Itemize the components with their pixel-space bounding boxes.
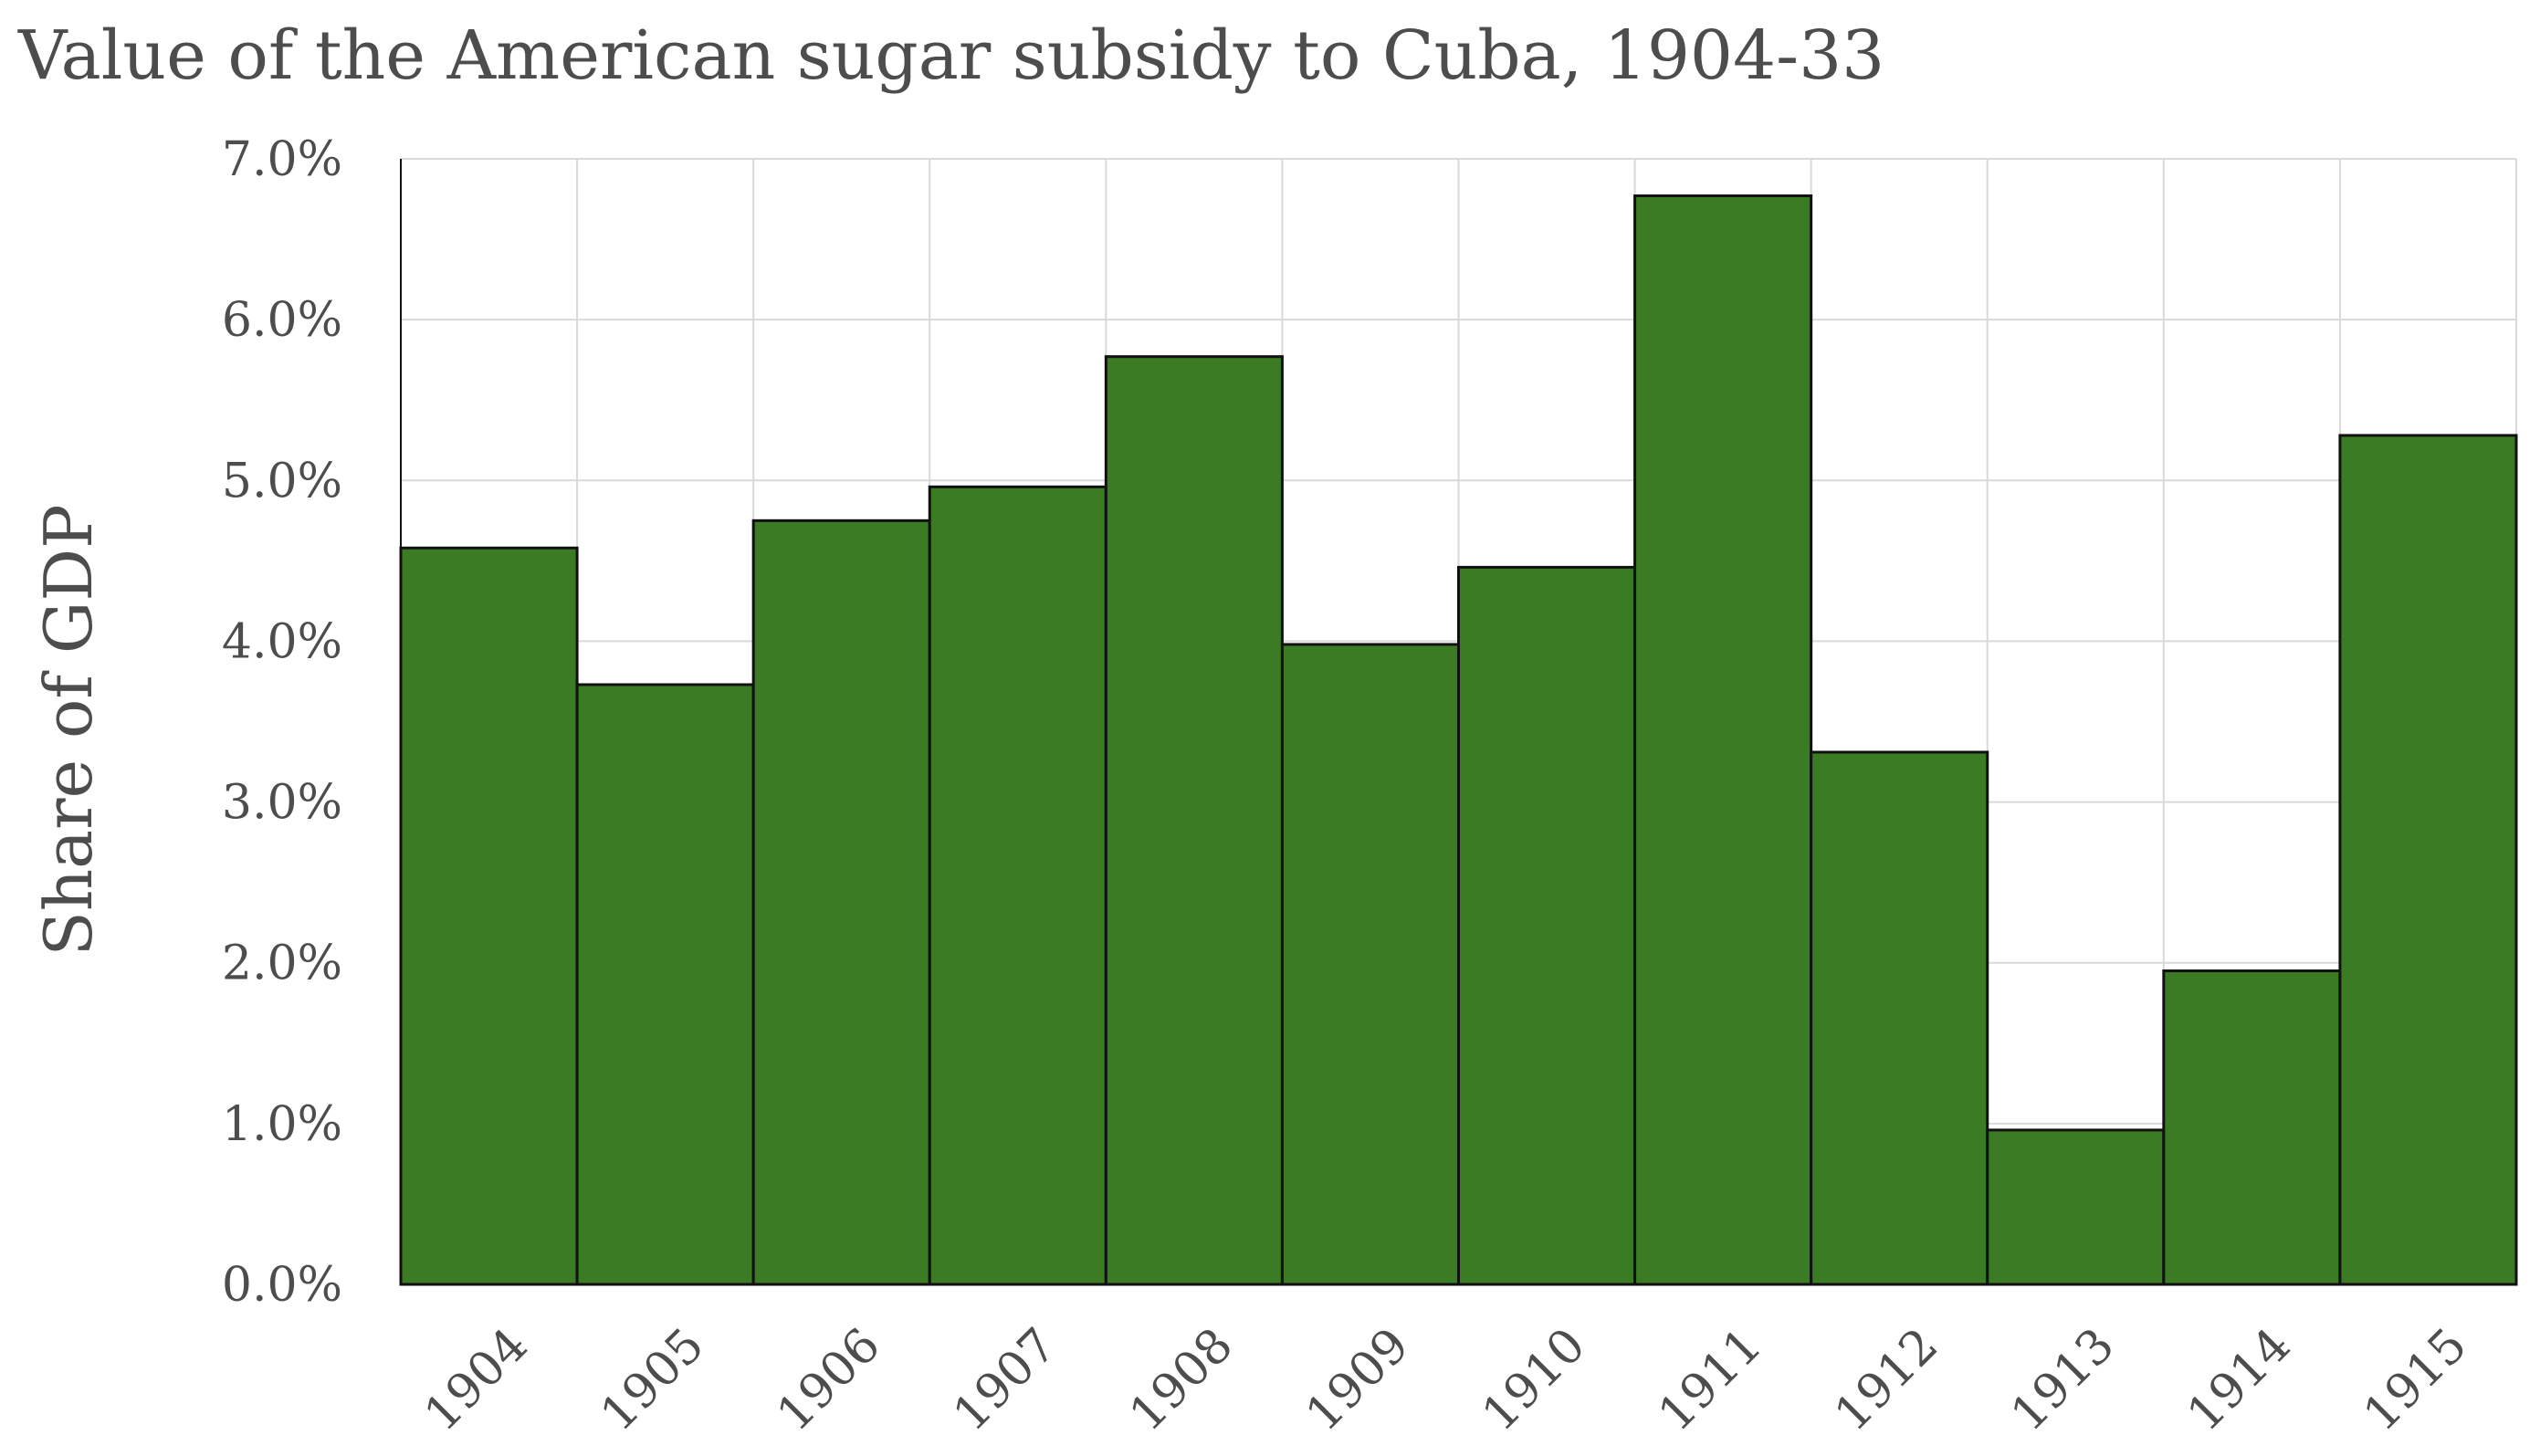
y-tick-label: 1.0%: [222, 1097, 342, 1152]
x-tick-label: 1905: [591, 1318, 715, 1442]
bar-1915: [2338, 434, 2518, 1286]
y-tick-label: 2.0%: [222, 937, 342, 991]
y-tick-label: 6.0%: [222, 293, 342, 348]
bar-1905: [575, 683, 755, 1286]
bar-1909: [1280, 643, 1460, 1286]
y-tick-label: 7.0%: [222, 132, 342, 187]
bar-1904: [399, 546, 579, 1286]
x-tick-label: 1907: [943, 1318, 1067, 1442]
bar-1908: [1104, 355, 1284, 1286]
x-tick-label: 1914: [2178, 1318, 2302, 1442]
x-tick-label: 1912: [1824, 1318, 1948, 1442]
x-tick-label: 1911: [1648, 1318, 1772, 1442]
bar-1910: [1457, 565, 1637, 1286]
bar-1911: [1633, 194, 1813, 1286]
x-tick-label: 1915: [2354, 1318, 2478, 1442]
y-axis-label: Share of GDP: [30, 504, 107, 956]
x-tick-label: 1913: [2000, 1318, 2125, 1442]
chart-title: Value of the American sugar subsidy to C…: [17, 16, 1884, 95]
x-tick-label: 1910: [1472, 1318, 1596, 1442]
y-tick-label: 4.0%: [222, 614, 342, 669]
x-axis-ticks: 1904 1905 1906 1907 1908 1909 1910 1911 1912 1913…: [415, 1318, 2478, 1442]
bar-1907: [928, 485, 1107, 1286]
y-axis-ticks: 0.0% 1.0% 2.0% 3.0% 4.0% 5.0% 6.0% 7.0%: [222, 132, 342, 1313]
bar-1914: [2162, 969, 2342, 1286]
bar-1913: [1986, 1128, 2166, 1286]
x-tick-label: 1906: [767, 1318, 891, 1442]
y-tick-label: 3.0%: [222, 776, 342, 831]
bar-1906: [751, 519, 931, 1286]
x-tick-label: 1909: [1296, 1318, 1420, 1442]
bar-1912: [1810, 750, 1989, 1286]
axes: [400, 159, 2516, 1285]
bars: [399, 194, 2518, 1286]
x-tick-label: 1908: [1119, 1318, 1244, 1442]
y-tick-label: 5.0%: [222, 454, 342, 508]
x-tick-label: 1904: [415, 1318, 539, 1442]
y-tick-label: 0.0%: [222, 1258, 342, 1313]
